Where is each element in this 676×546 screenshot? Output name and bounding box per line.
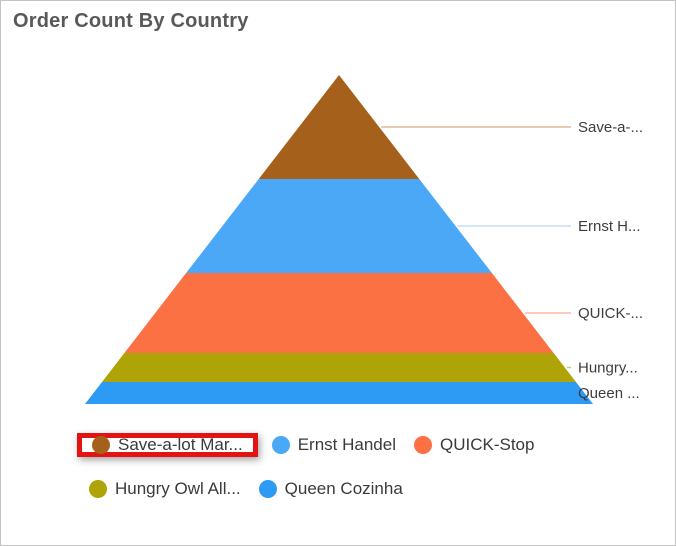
pyramid-segment-1[interactable]: [186, 178, 492, 274]
legend-item-label: Hungry Owl All...: [115, 479, 241, 498]
legend-marker-icon: [271, 436, 290, 454]
data-label-3: Hungry...: [578, 359, 638, 376]
legend-item-label: Save-a-lot Mar...: [118, 435, 243, 454]
legend-item-3[interactable]: Hungry Owl All...: [89, 477, 241, 501]
legend-row: Hungry Owl All... Queen Cozinha: [89, 477, 534, 501]
legend-row: Save-a-lot Mar... Ernst Handel QUICK-Stop: [77, 433, 534, 457]
pyramid-segment-3[interactable]: [102, 353, 576, 382]
legend-item-4[interactable]: Queen Cozinha: [258, 477, 403, 501]
legend-item-1[interactable]: Ernst Handel: [271, 433, 396, 457]
legend-item-0[interactable]: Save-a-lot Mar...: [77, 433, 258, 457]
legend-marker-icon: [258, 480, 277, 498]
pyramid-segment-4[interactable]: [85, 381, 593, 404]
legend-item-label: Queen Cozinha: [284, 479, 403, 498]
legend: Save-a-lot Mar... Ernst Handel QUICK-Stop H…: [77, 433, 534, 501]
legend-marker-icon: [414, 436, 432, 454]
legend-item-label: Ernst Handel: [297, 435, 396, 454]
pyramid-segment-0[interactable]: [258, 75, 420, 179]
chart-title: Order Count By Country: [13, 10, 249, 32]
legend-item-2[interactable]: QUICK-Stop: [414, 433, 534, 457]
data-label-2: QUICK-...: [578, 305, 643, 322]
data-label-0: Save-a-...: [578, 119, 643, 136]
data-label-1: Ernst H...: [578, 218, 641, 235]
legend-marker-icon: [89, 480, 107, 498]
legend-marker-icon: [92, 436, 110, 454]
pyramid-segment-2[interactable]: [124, 273, 554, 354]
legend-item-label: QUICK-Stop: [440, 435, 535, 454]
data-label-4: Queen ...: [578, 385, 640, 402]
